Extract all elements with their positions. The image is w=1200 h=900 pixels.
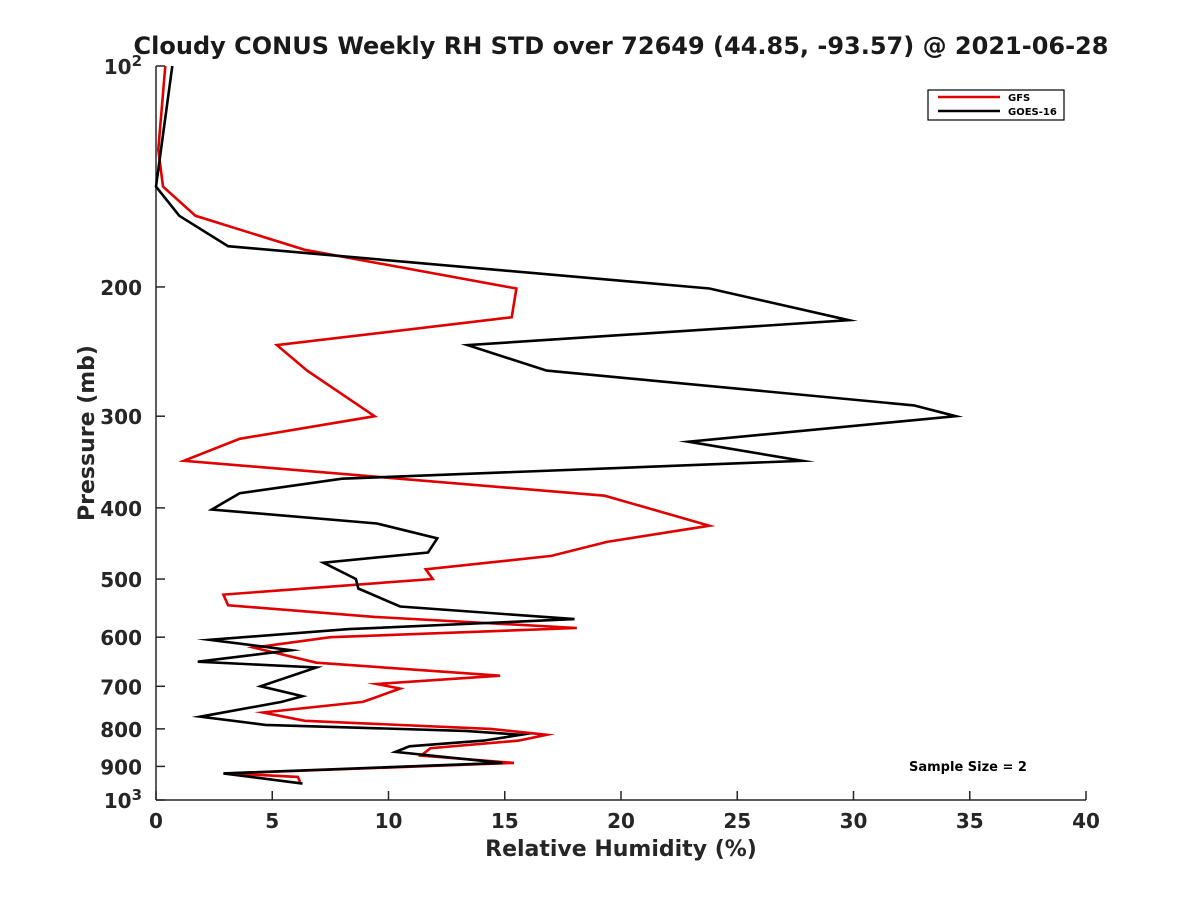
y-tick-label-base: 10 bbox=[104, 789, 132, 813]
y-tick-label-base: 400 bbox=[100, 497, 142, 521]
series-line-goes-16 bbox=[154, 65, 964, 785]
legend: GFS GOES-16 bbox=[927, 89, 1065, 121]
x-tick-label: 10 bbox=[375, 809, 403, 833]
y-tick-label-exponent: 3 bbox=[132, 786, 142, 804]
x-tick-label: 30 bbox=[840, 809, 868, 833]
axes bbox=[155, 66, 1086, 801]
y-tick-label-base: 500 bbox=[100, 568, 142, 592]
x-tick-label: 5 bbox=[265, 809, 279, 833]
legend-items: GFS GOES-16 bbox=[938, 93, 1057, 118]
legend-box bbox=[927, 89, 1065, 121]
y-tick-label-base: 10 bbox=[104, 55, 132, 79]
y-tick-label: 200 bbox=[100, 276, 142, 300]
series-group bbox=[154, 65, 964, 785]
x-tick-label: 25 bbox=[723, 809, 751, 833]
y-tick-label: 900 bbox=[100, 755, 142, 779]
y-tick-label: 103 bbox=[104, 786, 142, 813]
legend-label: GOES-16 bbox=[1008, 107, 1057, 118]
x-axis-label: Relative Humidity (%) bbox=[485, 837, 757, 862]
y-tick-label: 102 bbox=[104, 52, 142, 79]
y-tick-label: 300 bbox=[100, 405, 142, 429]
x-tick-label: 0 bbox=[149, 809, 163, 833]
y-axis-label: Pressure (mb) bbox=[75, 345, 100, 521]
x-tick-label: 15 bbox=[491, 809, 519, 833]
y-tick-label-base: 600 bbox=[100, 626, 142, 650]
y-tick-label: 800 bbox=[100, 718, 142, 742]
y-tick-label-base: 900 bbox=[100, 755, 142, 779]
sample-size-annotation: Sample Size = 2 bbox=[909, 760, 1027, 775]
y-tick-label-base: 700 bbox=[100, 675, 142, 699]
y-tick-label: 600 bbox=[100, 626, 142, 650]
y-tick-label: 400 bbox=[100, 497, 142, 521]
x-tick-label: 35 bbox=[956, 809, 984, 833]
x-tick-label: 40 bbox=[1072, 809, 1100, 833]
y-tick-label-base: 300 bbox=[100, 405, 142, 429]
y-tick-label-base: 800 bbox=[100, 718, 142, 742]
series-line-gfs bbox=[156, 65, 716, 783]
y-tick-label: 700 bbox=[100, 675, 142, 699]
y-tick-label: 500 bbox=[100, 568, 142, 592]
y-tick-label-base: 200 bbox=[100, 276, 142, 300]
legend-label: GFS bbox=[1008, 93, 1030, 104]
x-ticks: 0 5 10 15 20 25 30 35 40 bbox=[149, 791, 1100, 833]
chart-title: Cloudy CONUS Weekly RH STD over 72649 (4… bbox=[134, 32, 1109, 60]
x-tick-label: 20 bbox=[607, 809, 635, 833]
y-tick-label-exponent: 2 bbox=[132, 52, 142, 70]
